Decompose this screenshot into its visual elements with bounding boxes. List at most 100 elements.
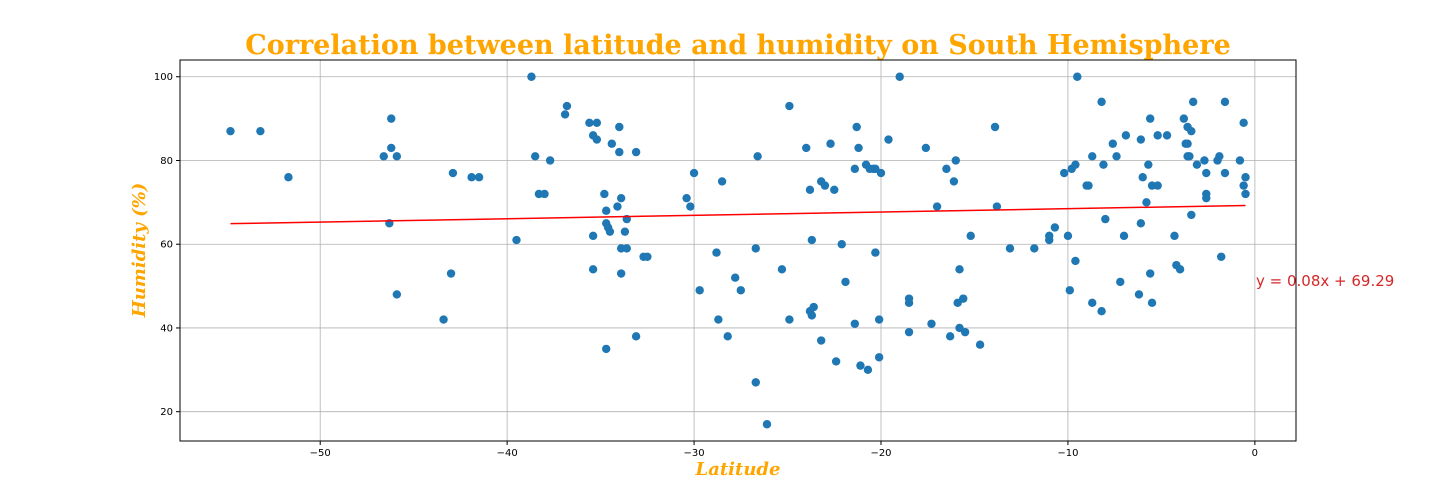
data-point [884,135,893,144]
data-point [960,327,970,337]
chart-title: Correlation between latitude and humidit… [245,30,1231,61]
data-points [226,72,1250,429]
data-point [1045,231,1054,241]
data-point [631,332,641,341]
data-point [1112,152,1121,161]
regression-line-group [230,204,1246,225]
data-point [1065,286,1075,295]
data-point [1060,168,1069,178]
x-tick-label: 0 [1252,448,1258,459]
data-point [992,202,1002,211]
x-axis-label: Latitude [695,459,781,480]
y-tick-label: 40 [160,323,173,334]
data-point [854,143,863,153]
data-point [1185,152,1194,161]
data-point [921,143,931,153]
data-point [585,118,594,128]
data-point [686,202,695,211]
data-point [560,110,570,119]
data-point [474,173,484,182]
data-point [1215,152,1224,161]
data-point [1142,198,1151,207]
data-point [955,265,964,274]
data-point [540,189,549,199]
data-point [1119,231,1129,241]
data-point [592,135,602,144]
data-point [588,231,598,241]
data-point [616,269,626,278]
x-axis-ticks: −50 −40 −30 −20 −10 0 [310,441,1258,459]
data-point [643,252,652,261]
data-point [1220,168,1230,178]
data-point [379,152,388,161]
data-point [1202,193,1211,203]
data-point [256,126,265,136]
data-point [852,122,861,132]
data-point [1145,114,1155,123]
data-point [446,269,456,278]
data-point [1187,210,1196,220]
data-point [1121,131,1131,140]
data-point [602,344,611,354]
y-tick-label: 100 [154,72,173,83]
data-point [1239,181,1248,190]
data-point [602,206,611,215]
data-point [753,152,762,161]
data-point [588,265,598,274]
data-point [802,143,811,153]
data-point [1145,269,1155,278]
data-point [1073,72,1082,81]
data-point [785,315,794,324]
data-point [1088,152,1097,161]
data-point [805,185,815,194]
data-point [1153,131,1162,140]
data-point [1200,156,1209,165]
data-point [1162,131,1172,140]
data-point [966,231,975,241]
data-point [949,177,959,186]
data-point [1134,290,1144,299]
data-point [874,353,884,362]
data-point [605,227,615,236]
data-point [951,156,960,165]
x-tick-label: −50 [310,448,331,459]
data-point [613,202,622,211]
data-point [615,122,624,132]
data-point [1116,277,1125,287]
data-point [942,164,951,174]
data-point [545,156,555,165]
data-point [695,286,704,295]
data-point [826,139,835,148]
data-point [1063,231,1073,241]
data-point [1136,135,1146,144]
data-point [841,277,850,287]
data-point [392,152,402,161]
data-point [874,315,884,324]
data-point [387,114,396,123]
data-point [876,168,886,178]
data-point [831,357,841,366]
data-point [975,340,985,349]
data-point [1101,214,1110,224]
data-point [871,248,880,257]
data-point [751,244,760,253]
data-point [830,185,839,194]
data-point [837,240,846,249]
data-point [850,319,860,328]
data-point [816,336,826,345]
data-point [959,294,968,303]
data-point [723,332,732,341]
data-point [1108,139,1118,148]
y-tick-label: 80 [160,156,173,167]
y-axis-ticks: 20 40 60 80 100 [154,72,180,418]
data-point [1071,160,1080,169]
data-point [1241,173,1250,182]
data-point [1239,118,1248,128]
data-point [850,164,860,174]
data-point [1202,168,1211,178]
y-axis-label: Humidity (%) [129,183,150,319]
data-point [1071,256,1080,266]
data-point [620,227,630,236]
data-point [712,248,721,257]
